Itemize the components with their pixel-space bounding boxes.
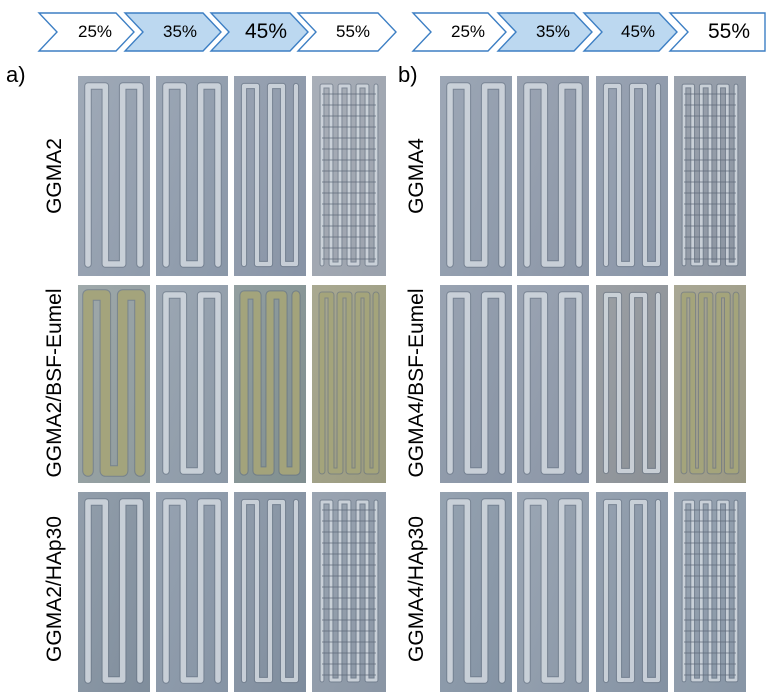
chevron-25-b bbox=[411, 12, 507, 52]
sample-photo-b-row1-col3 bbox=[596, 76, 668, 276]
pct-label: 35% bbox=[535, 22, 571, 41]
chevron-55-b bbox=[668, 12, 766, 52]
sample-photo-a-row2-col2 bbox=[156, 285, 228, 483]
sample-photo-a-row3-col4 bbox=[312, 492, 386, 692]
chevron-35-b bbox=[496, 12, 593, 52]
sample-photo-a-row2-col3 bbox=[234, 285, 306, 483]
chevrons-graphic-b bbox=[411, 12, 766, 52]
sample-photo-a-row3-col2 bbox=[156, 492, 228, 692]
sample-photo-b-row1-col1 bbox=[440, 76, 512, 276]
pct-label: 25% bbox=[450, 22, 486, 41]
sample-photo-b-row2-col4 bbox=[674, 285, 746, 483]
sample-photo-b-row1-col4 bbox=[674, 76, 746, 276]
panel-letter-a: a) bbox=[6, 62, 26, 87]
sample-photo-b-row2-col2 bbox=[517, 285, 589, 483]
pct-label: 45% bbox=[244, 20, 288, 43]
pct-label: 25% bbox=[77, 22, 113, 41]
chevrons-graphic-a bbox=[37, 12, 397, 52]
sample-photo-a-row3-col3 bbox=[234, 492, 306, 692]
sample-photo-b-row3-col2 bbox=[517, 492, 589, 692]
panel-letter-b: b) bbox=[398, 62, 418, 87]
sample-photo-a-row2-col1 bbox=[78, 285, 150, 483]
pct-label: 55% bbox=[335, 22, 371, 41]
pct-label: 55% bbox=[707, 20, 751, 43]
chevron-45-a bbox=[209, 12, 309, 52]
sample-photo-b-row2-col1 bbox=[440, 285, 512, 483]
sample-photo-a-row1-col4 bbox=[312, 76, 386, 276]
sample-photo-b-row3-col4 bbox=[674, 492, 746, 692]
sample-photo-a-row1-col3 bbox=[234, 76, 306, 276]
sample-photo-b-row3-col3 bbox=[596, 492, 668, 692]
chevron-35-a bbox=[123, 12, 222, 52]
pct-label: 45% bbox=[620, 22, 656, 41]
sample-photo-a-row3-col1 bbox=[78, 492, 150, 692]
chevron-55-a bbox=[296, 12, 397, 52]
percentage-chevrons-b: 25% 35% 45% 55% bbox=[411, 12, 766, 52]
sample-photo-b-row1-col2 bbox=[517, 76, 589, 276]
chevron-45-b bbox=[582, 12, 678, 52]
sample-photo-b-row2-col3 bbox=[596, 285, 668, 483]
percentage-chevrons-a: 25% 35% 45% 55% bbox=[37, 12, 398, 52]
sample-photo-a-row1-col2 bbox=[156, 76, 228, 276]
chevron-25-a bbox=[37, 12, 135, 52]
sample-photo-a-row1-col1 bbox=[78, 76, 150, 276]
sample-photo-b-row3-col1 bbox=[440, 492, 512, 692]
sample-photo-a-row2-col4 bbox=[312, 285, 386, 483]
pct-label: 35% bbox=[162, 22, 198, 41]
